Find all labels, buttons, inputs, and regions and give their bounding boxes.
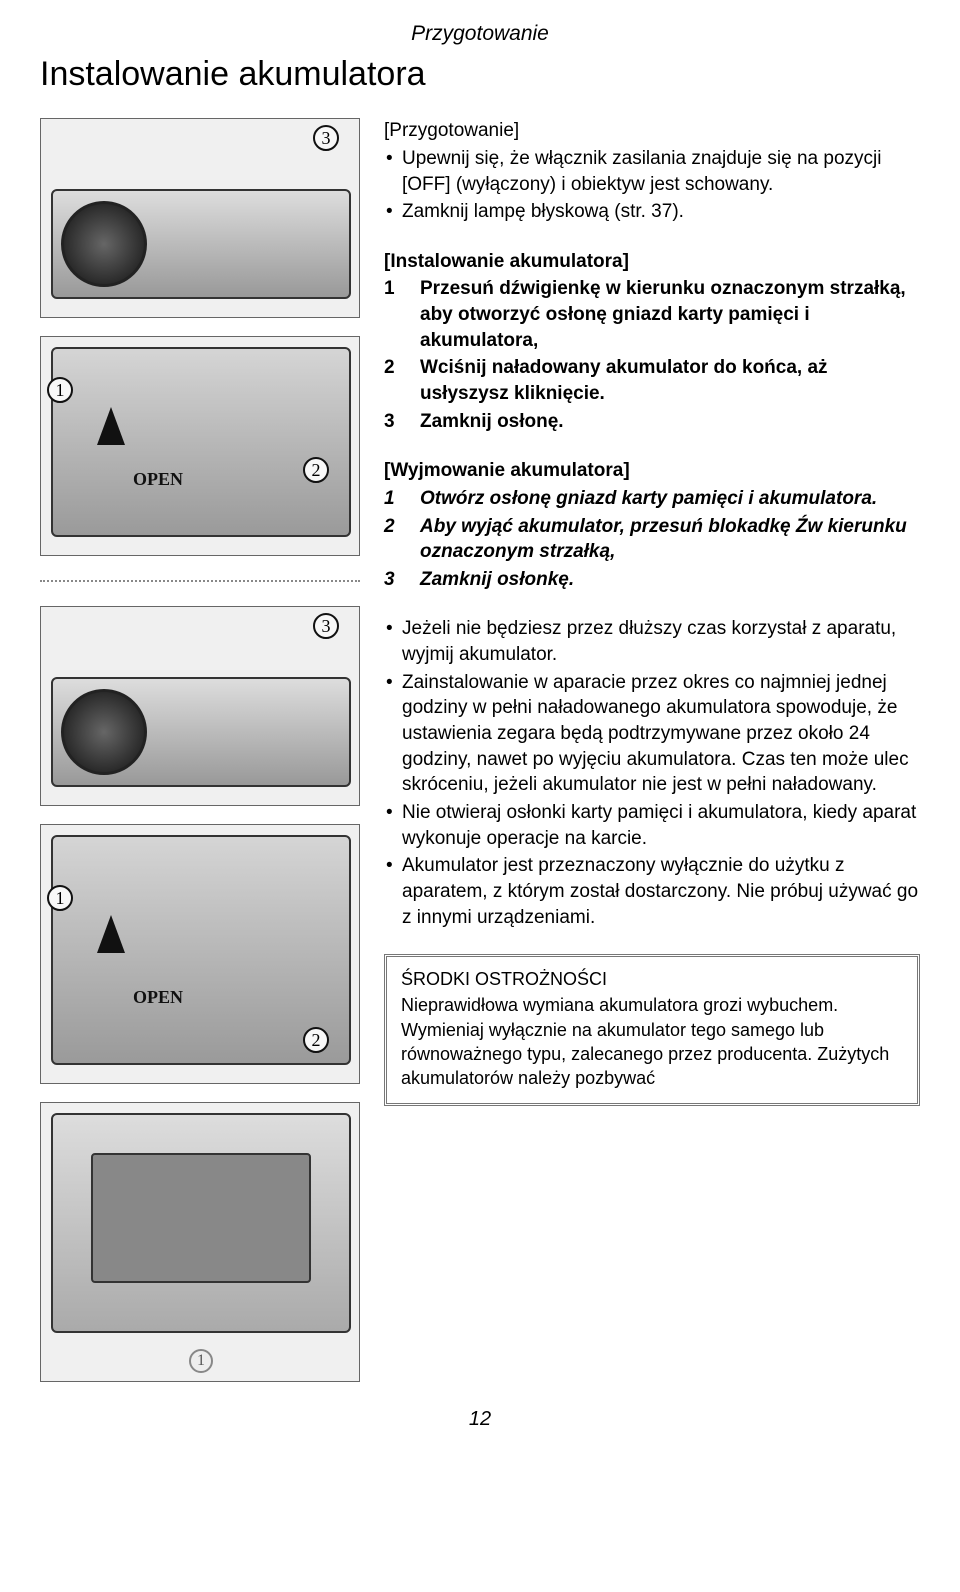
page-number: 12 (40, 1406, 920, 1433)
list-item: 3Zamknij osłonę. (384, 409, 920, 435)
preparation-block: [Przygotowanie] Upewnij się, że włącznik… (384, 118, 920, 227)
prep-heading: [Przygotowanie] (384, 118, 920, 144)
camera-diagram-2: 1 OPEN 2 (40, 336, 360, 556)
list-item: Zainstalowanie w aparacie przez okres co… (384, 670, 920, 798)
header: Przygotowanie Instalowanie akumulatora (40, 20, 920, 98)
dotted-divider (40, 580, 360, 582)
page-title: Instalowanie akumulatora (40, 52, 920, 98)
list-item: 2Wciśnij naładowany akumulator do końca,… (384, 355, 920, 406)
list-item: Upewnij się, że włącznik zasilania znajd… (384, 146, 920, 197)
prep-list: Upewnij się, że włącznik zasilania znajd… (384, 146, 920, 225)
install-block: [Instalowanie akumulatora] 1Przesuń dźwi… (384, 249, 920, 436)
caution-title: ŚRODKI OSTROŻNOŚCI (401, 967, 903, 991)
remove-block: [Wyjmowanie akumulatora] 1Otwórz osłonę … (384, 458, 920, 594)
remove-heading: [Wyjmowanie akumulatora] (384, 458, 920, 484)
camera-diagram-1: 3 (40, 118, 360, 318)
callout-3b: 3 (313, 613, 339, 639)
notes-list: Jeżeli nie będziesz przez dłuższy czas k… (384, 616, 920, 930)
list-item: 3Zamknij osłonkę. (384, 567, 920, 593)
arrow-icon (97, 407, 125, 445)
diagram-column: 3 1 OPEN 2 3 1 OPEN 2 1 (40, 118, 360, 1382)
camera-diagram-3: 3 (40, 606, 360, 806)
section-label: Przygotowanie (40, 20, 920, 48)
open-label-b: OPEN (133, 985, 183, 1009)
install-heading: [Instalowanie akumulatora] (384, 249, 920, 275)
list-item: Zamknij lampę błyskową (str. 37). (384, 199, 920, 225)
grey-callout-1: 1 (189, 1349, 213, 1373)
caution-body: Nieprawidłowa wymiana akumulatora grozi … (401, 993, 903, 1090)
open-label: OPEN (133, 467, 183, 491)
list-item: Nie otwieraj osłonki karty pamięci i aku… (384, 800, 920, 851)
list-item: 1Przesuń dźwigienkę w kierunku oznaczony… (384, 276, 920, 353)
list-item: 1Otwórz osłonę gniazd karty pamięci i ak… (384, 486, 920, 512)
caution-box: ŚRODKI OSTROŻNOŚCI Nieprawidłowa wymiana… (384, 954, 920, 1105)
arrow-icon-b (97, 915, 125, 953)
main-content: 3 1 OPEN 2 3 1 OPEN 2 1 (40, 118, 920, 1382)
camera-diagram-4: 1 OPEN 2 (40, 824, 360, 1084)
notes-block: Jeżeli nie będziesz przez dłuższy czas k… (384, 616, 920, 932)
callout-3: 3 (313, 125, 339, 151)
list-item: Jeżeli nie będziesz przez dłuższy czas k… (384, 616, 920, 667)
camera-diagram-5: 1 (40, 1102, 360, 1382)
list-item: Akumulator jest przeznaczony wyłącznie d… (384, 853, 920, 930)
install-list: 1Przesuń dźwigienkę w kierunku oznaczony… (384, 276, 920, 434)
remove-list: 1Otwórz osłonę gniazd karty pamięci i ak… (384, 486, 920, 593)
list-item: 2Aby wyjąć akumulator, przesuń blokadkę … (384, 514, 920, 565)
text-column: [Przygotowanie] Upewnij się, że włącznik… (384, 118, 920, 1382)
